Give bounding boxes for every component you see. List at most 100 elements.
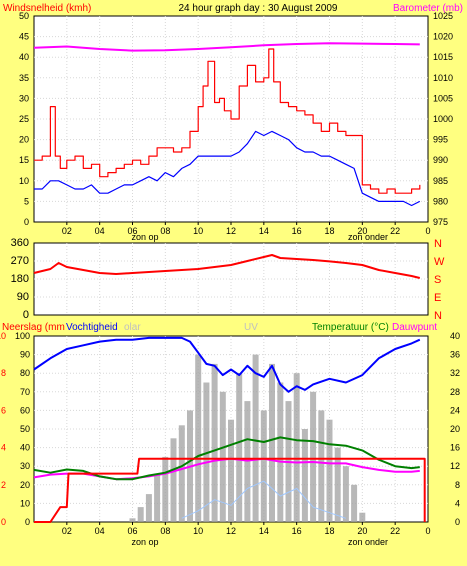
x-tick-label: 06 <box>127 226 137 236</box>
series-temperature-line <box>33 436 420 481</box>
solar-bar <box>326 419 333 522</box>
rain-tick-label: 10 <box>0 331 6 341</box>
solar-bar <box>252 354 259 522</box>
humidity-tick-label: 80 <box>20 368 30 378</box>
temperature-tick-label: 20 <box>450 424 460 434</box>
header-uv-label: UV <box>244 322 258 333</box>
solar-bar <box>260 410 267 522</box>
header-wind-label: Windsnelheid (kmh) <box>3 3 91 14</box>
rain-tick-label: 0 <box>1 517 6 527</box>
header-title: 24 hour graph day : 30 August 2009 <box>178 3 337 14</box>
wind-tick-label: 45 <box>19 32 29 42</box>
solar-bar <box>236 373 243 522</box>
x-tick-label: 08 <box>160 526 170 536</box>
humidity-tick-label: 40 <box>20 443 30 453</box>
temperature-tick-label: 40 <box>450 331 460 341</box>
barometer-tick-label: 1010 <box>433 73 453 83</box>
x-tick-label: 04 <box>95 526 105 536</box>
barometer-tick-label: 1025 <box>433 11 453 21</box>
barometer-tick-label: 1015 <box>433 52 453 62</box>
compass-tick-label: N <box>434 238 442 250</box>
solar-bar <box>162 456 169 522</box>
solar-bar <box>195 354 202 522</box>
wind-tick-label: 20 <box>19 135 29 145</box>
series-average-line <box>34 130 421 207</box>
humidity-tick-label: 30 <box>20 461 30 471</box>
rain-tick-label: 2 <box>1 480 6 490</box>
barometer-tick-label: 985 <box>433 176 448 186</box>
wind-tick-label: 0 <box>24 217 29 227</box>
wind-tick-label: 25 <box>19 114 29 124</box>
series-gust-line <box>34 48 421 194</box>
solar-bar <box>170 438 177 522</box>
x-tick-label: 12 <box>226 526 236 536</box>
direction-tick-label: 180 <box>11 273 29 285</box>
x-tick-label: 02 <box>62 526 72 536</box>
series-direction-line <box>33 254 421 279</box>
x-tick-label: 14 <box>259 526 269 536</box>
solar-bar <box>351 484 358 522</box>
wind-tick-label: 40 <box>19 52 29 62</box>
panel-direction-series <box>33 254 421 279</box>
panel-wind-left-axis: 0 5 10 15 20 25 30 35 40 45 50 <box>19 11 29 227</box>
x-tick-label: 18 <box>324 526 334 536</box>
barometer-tick-label: 1005 <box>433 93 453 103</box>
x-tick-label: 14 <box>259 226 269 236</box>
panel-climate-x-axis: 02 04 06 08 10 12 14 16 18 20 22 0 <box>62 522 431 536</box>
wind-tick-label: 50 <box>19 11 29 21</box>
wind-tick-label: 35 <box>19 73 29 83</box>
barometer-tick-label: 1000 <box>433 114 453 124</box>
x-tick-label: 20 <box>357 226 367 236</box>
direction-tick-label: 360 <box>11 237 29 249</box>
temperature-tick-label: 32 <box>450 368 460 378</box>
solar-bar <box>359 512 366 522</box>
x-tick-label: 10 <box>193 226 203 236</box>
header-temperature-label: Temperatuur (°C) <box>312 322 389 333</box>
x-tick-label: 22 <box>390 526 400 536</box>
panel-climate-humidity-axis: 0 10 20 30 40 50 60 70 80 90 100 <box>15 331 30 527</box>
solar-bar <box>228 419 234 522</box>
wind-tick-label: 10 <box>19 176 29 186</box>
header-solar-label: olar <box>124 322 141 333</box>
barometer-tick-label: 975 <box>433 217 448 227</box>
x-tick-label: 10 <box>193 526 203 536</box>
barometer-tick-label: 1020 <box>433 32 453 42</box>
humidity-tick-label: 70 <box>20 387 30 397</box>
panel1-sunset-label: zon onder <box>348 232 388 242</box>
solar-bar <box>145 494 152 522</box>
solar-bar <box>178 425 185 522</box>
barometer-tick-label: 990 <box>433 155 448 165</box>
temperature-tick-label: 12 <box>450 461 460 471</box>
humidity-tick-label: 50 <box>20 424 30 434</box>
x-tick-label: 18 <box>324 226 334 236</box>
x-tick-label: 04 <box>95 226 105 236</box>
humidity-tick-label: 60 <box>20 405 30 415</box>
series-rain-line <box>34 457 426 523</box>
panel-wind-series <box>33 42 421 207</box>
x-tick-label: 16 <box>292 226 302 236</box>
header-dewpoint-label: Dauwpunt <box>392 322 437 333</box>
panel3-sunset-label: zon onder <box>348 537 388 547</box>
temperature-tick-label: 8 <box>455 480 460 490</box>
solar-bar <box>219 391 226 522</box>
x-tick-label: 22 <box>390 226 400 236</box>
x-tick-label: 0 <box>425 226 430 236</box>
rain-tick-label: 4 <box>1 443 6 453</box>
temperature-tick-label: 0 <box>455 517 460 527</box>
series-uv-line <box>181 480 347 519</box>
rain-tick-label: 8 <box>1 368 6 378</box>
direction-tick-label: 0 <box>23 309 29 321</box>
temperature-tick-label: 36 <box>450 350 460 360</box>
compass-tick-label: E <box>434 292 441 304</box>
x-tick-label: 20 <box>357 526 367 536</box>
humidity-tick-label: 0 <box>25 517 30 527</box>
humidity-tick-label: 100 <box>15 331 30 341</box>
compass-tick-label: N <box>434 310 442 322</box>
solar-bar <box>342 466 349 522</box>
header-humidity-label: Vochtigheid <box>66 322 118 333</box>
panel1-sunrise-label: zon op <box>131 232 158 242</box>
solar-bar <box>301 429 308 522</box>
wind-tick-label: 30 <box>19 93 29 103</box>
barometer-tick-label: 995 <box>433 135 448 145</box>
